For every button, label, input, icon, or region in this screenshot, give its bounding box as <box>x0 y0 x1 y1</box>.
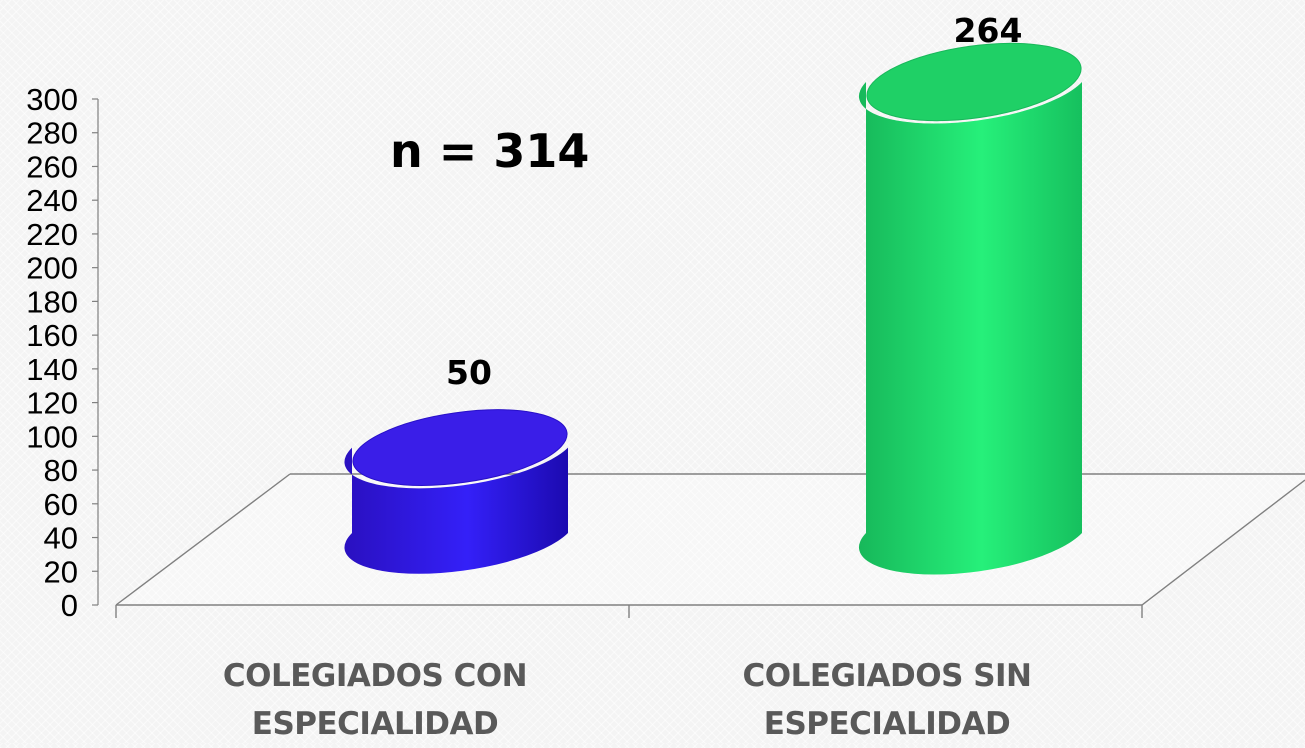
bar-sin-especialidad <box>858 82 1082 575</box>
chart-floor <box>115 473 1305 618</box>
category-label-line: COLEGIADOS CON <box>222 658 528 694</box>
value-axis-tick-label: 20 <box>44 554 78 589</box>
category-label-line: ESPECIALIDAD <box>251 706 499 742</box>
value-axis-tick-label: 300 <box>26 82 78 117</box>
value-axis-tick-label: 180 <box>26 284 78 319</box>
value-axis-tick-label: 160 <box>26 318 78 353</box>
value-axis-tick-label: 60 <box>44 487 78 522</box>
value-axis-tick-label: 120 <box>26 386 78 421</box>
value-axis-tick-label: 220 <box>26 217 78 252</box>
category-label-con: COLEGIADOS CON ESPECIALIDAD <box>165 652 585 748</box>
bar-top-cap <box>352 409 568 486</box>
floor-left-edge <box>115 473 291 606</box>
value-axis-tick-label: 260 <box>26 149 78 184</box>
floor-fill <box>116 474 1305 605</box>
value-axis-tick-label: 200 <box>26 251 78 286</box>
value-axis-tick-label: 280 <box>26 116 78 151</box>
data-label: 264 <box>954 11 1023 50</box>
sample-size-annotation: n = 314 <box>390 124 589 178</box>
data-label: 50 <box>446 353 492 392</box>
value-axis-tick-label: 0 <box>61 588 78 623</box>
value-axis-tick-label: 240 <box>26 183 78 218</box>
value-axis-tick-label: 100 <box>26 419 78 454</box>
category-label-sin: COLEGIADOS SIN ESPECIALIDAD <box>677 652 1097 748</box>
value-axis: 0204060801001201401601802002202402602803… <box>26 82 99 623</box>
value-axis-tick-label: 140 <box>26 352 78 387</box>
data-labels: 50 264 <box>446 11 1022 392</box>
bar-con-especialidad <box>344 447 568 574</box>
floor-right-edge <box>1141 479 1305 606</box>
category-label-line: COLEGIADOS SIN <box>742 658 1032 694</box>
value-axis-tick-label: 80 <box>44 453 78 488</box>
category-label-line: ESPECIALIDAD <box>763 706 1011 742</box>
value-axis-tick-label: 40 <box>44 521 78 556</box>
bars <box>344 42 1082 575</box>
bar-top-cap <box>866 42 1082 122</box>
